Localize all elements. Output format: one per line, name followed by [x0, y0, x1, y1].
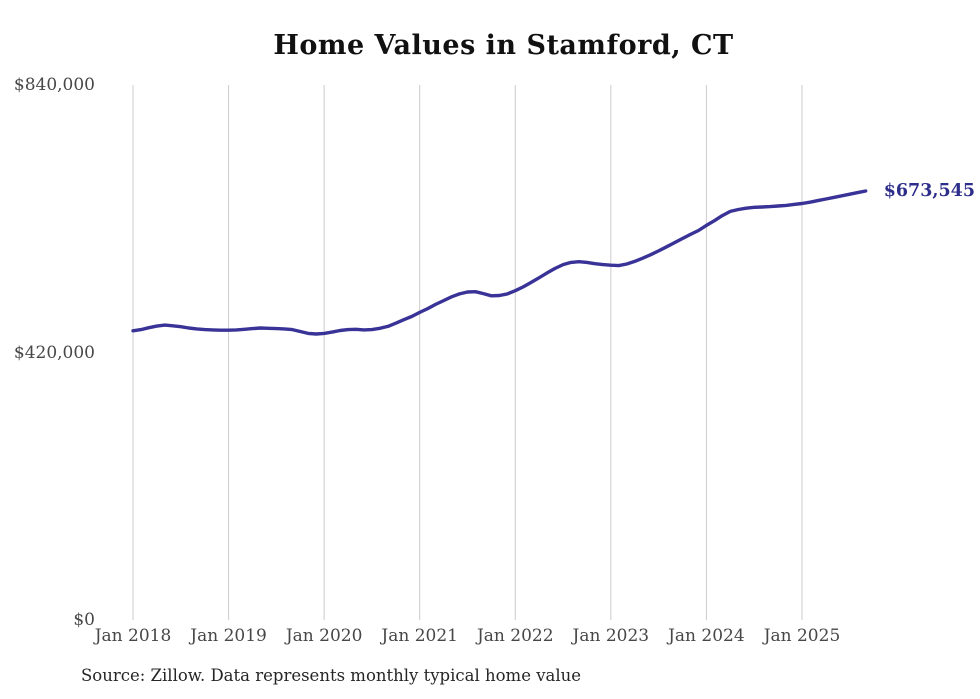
y-tick-label: $420,000: [13, 342, 95, 363]
latest-value-label: $673,545: [883, 180, 976, 201]
source-note: Source: Zillow. Data represents monthly …: [81, 666, 582, 685]
x-tick-label: Jan 2018: [94, 626, 172, 646]
x-tick-label: Jan 2024: [668, 626, 745, 646]
x-tick-label: Jan 2023: [572, 626, 650, 646]
x-tick-label: Jan 2021: [381, 626, 458, 646]
x-tick-label: Jan 2020: [285, 626, 363, 646]
chart-title: Home Values in Stamford, CT: [273, 30, 734, 61]
gridlines: [132, 85, 803, 620]
x-tick-label: Jan 2025: [763, 626, 841, 646]
x-tick-label: Jan 2019: [190, 626, 267, 646]
x-tick-label: Jan 2022: [476, 626, 554, 646]
y-tick-label: $0: [73, 610, 95, 630]
home-value-line: [131, 189, 868, 336]
y-tick-label: $840,000: [13, 75, 95, 95]
